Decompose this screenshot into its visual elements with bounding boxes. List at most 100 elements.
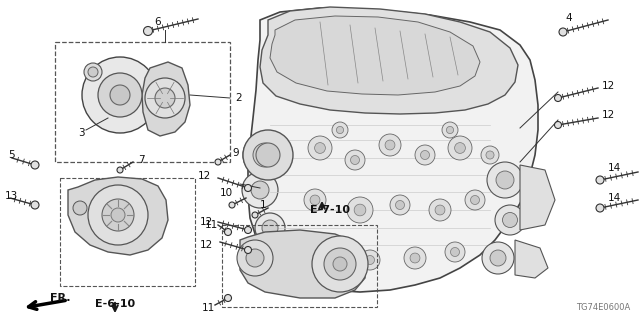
Circle shape [481, 146, 499, 164]
Circle shape [244, 227, 252, 234]
Circle shape [225, 294, 232, 301]
Circle shape [73, 201, 87, 215]
Circle shape [244, 185, 252, 191]
Circle shape [365, 255, 374, 265]
Circle shape [596, 204, 604, 212]
Circle shape [88, 185, 148, 245]
Polygon shape [260, 7, 518, 114]
Circle shape [98, 73, 142, 117]
Circle shape [242, 172, 278, 208]
Circle shape [487, 162, 523, 198]
Bar [60, 178, 195, 286]
Circle shape [155, 88, 175, 108]
Circle shape [482, 242, 514, 274]
Circle shape [31, 201, 39, 209]
Circle shape [237, 240, 273, 276]
Text: 12: 12 [602, 110, 615, 120]
Circle shape [495, 205, 525, 235]
Circle shape [215, 159, 221, 165]
Circle shape [111, 208, 125, 222]
Circle shape [465, 190, 485, 210]
Text: 6: 6 [154, 17, 161, 27]
Circle shape [145, 78, 185, 118]
Circle shape [310, 195, 320, 205]
Circle shape [420, 150, 429, 159]
Text: 4: 4 [565, 13, 572, 23]
Circle shape [262, 220, 278, 236]
Polygon shape [142, 62, 190, 136]
Circle shape [244, 246, 252, 253]
Circle shape [253, 143, 277, 167]
Circle shape [385, 140, 395, 150]
Circle shape [435, 205, 445, 215]
Circle shape [486, 151, 494, 159]
Circle shape [559, 28, 567, 36]
Text: 12: 12 [602, 81, 615, 91]
Circle shape [390, 195, 410, 215]
Text: 5: 5 [8, 150, 15, 160]
Circle shape [445, 242, 465, 262]
Bar [222, 225, 377, 307]
Circle shape [333, 257, 347, 271]
Circle shape [429, 199, 451, 221]
Circle shape [243, 130, 293, 180]
Text: TG74E0600A: TG74E0600A [576, 303, 630, 312]
Circle shape [88, 67, 98, 77]
Circle shape [379, 134, 401, 156]
Circle shape [318, 243, 342, 267]
Text: FR.: FR. [50, 293, 70, 303]
Circle shape [315, 143, 325, 153]
Circle shape [255, 213, 285, 243]
Text: E-7-10: E-7-10 [310, 205, 350, 215]
Polygon shape [515, 240, 548, 278]
Text: E-6-10: E-6-10 [95, 299, 135, 309]
Circle shape [82, 57, 158, 133]
Circle shape [470, 196, 479, 204]
Circle shape [442, 122, 458, 138]
Circle shape [312, 236, 368, 292]
Text: 7: 7 [138, 155, 145, 165]
Text: 12: 12 [198, 171, 211, 181]
Polygon shape [248, 8, 538, 292]
Text: 2: 2 [235, 93, 242, 103]
Circle shape [332, 122, 348, 138]
Text: 14: 14 [608, 193, 621, 203]
Text: 14: 14 [608, 163, 621, 173]
Text: 9: 9 [232, 148, 239, 158]
Circle shape [304, 189, 326, 211]
Circle shape [143, 27, 152, 36]
Circle shape [360, 250, 380, 270]
Polygon shape [520, 165, 555, 230]
Bar [55, 42, 230, 162]
Circle shape [404, 247, 426, 269]
Circle shape [243, 133, 287, 177]
Circle shape [454, 143, 465, 153]
Circle shape [554, 122, 561, 129]
Circle shape [415, 145, 435, 165]
Circle shape [354, 204, 366, 216]
Circle shape [337, 126, 344, 134]
Text: 12: 12 [200, 240, 213, 250]
Circle shape [308, 136, 332, 160]
Circle shape [596, 176, 604, 184]
Text: 3: 3 [78, 128, 84, 138]
Circle shape [347, 197, 373, 223]
Polygon shape [270, 16, 480, 95]
Circle shape [448, 136, 472, 160]
Circle shape [451, 247, 460, 257]
Circle shape [496, 171, 514, 189]
Circle shape [84, 63, 102, 81]
Circle shape [117, 167, 123, 173]
Text: 1: 1 [260, 200, 267, 210]
Circle shape [251, 181, 269, 199]
Text: 13: 13 [5, 191, 19, 201]
Circle shape [396, 201, 404, 210]
Circle shape [229, 202, 235, 208]
Circle shape [102, 199, 134, 231]
Circle shape [110, 85, 130, 105]
Circle shape [447, 126, 454, 134]
Circle shape [490, 250, 506, 266]
Circle shape [554, 94, 561, 101]
Circle shape [256, 143, 280, 167]
Text: 11: 11 [202, 303, 215, 313]
